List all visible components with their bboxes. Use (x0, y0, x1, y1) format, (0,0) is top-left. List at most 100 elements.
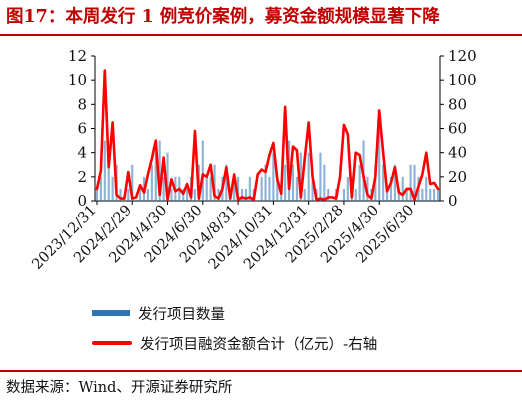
amount-point (257, 173, 259, 176)
bar (95, 188, 99, 201)
bar (284, 164, 287, 201)
bar (342, 188, 346, 201)
amount-point (304, 158, 306, 160)
amount-line (95, 69, 440, 202)
amount-point (409, 188, 412, 190)
bar (237, 176, 240, 201)
amount-point (155, 139, 157, 142)
amount-point (292, 146, 294, 148)
amount-point (261, 168, 263, 171)
bar (295, 176, 298, 201)
bar (323, 164, 326, 201)
legend-line-swatch (92, 341, 132, 345)
amount-point (327, 196, 329, 198)
amount-point (343, 124, 345, 126)
y-left-tick-label: 6 (77, 120, 87, 138)
amount-point (127, 171, 129, 173)
bar (433, 188, 436, 201)
bar (389, 176, 393, 201)
amount-point (147, 173, 149, 176)
amount-point (425, 152, 427, 154)
bar (217, 188, 220, 201)
amount-point (166, 199, 169, 201)
y-left-tick-label: 0 (77, 192, 87, 210)
amount-point (398, 191, 400, 194)
amount-point (229, 197, 231, 200)
bar (103, 140, 106, 201)
amount-point (237, 199, 239, 201)
amount-point (139, 184, 141, 186)
amount-point (311, 176, 314, 178)
amount-point (362, 176, 365, 178)
amount-point (96, 188, 98, 190)
amount-point (374, 176, 376, 178)
amount-point (288, 188, 290, 190)
amount-point (241, 196, 243, 198)
amount-point (174, 190, 176, 192)
amount-point (112, 121, 114, 124)
bar (272, 152, 275, 201)
amount-point (429, 183, 431, 185)
bar (393, 164, 396, 201)
amount-point (268, 154, 271, 156)
bar (201, 140, 204, 201)
line-layer (95, 69, 440, 202)
amount-point (433, 182, 435, 184)
amount-point (331, 196, 333, 198)
y-left-tick-label: 12 (68, 47, 87, 65)
amount-point (413, 199, 416, 201)
amount-point (323, 199, 325, 201)
amount-point (308, 121, 310, 124)
amount-point (210, 164, 212, 166)
bar (170, 188, 173, 201)
bar (378, 128, 381, 201)
y-right-tick-label: 100 (448, 71, 477, 89)
figure-title: 图17：本周发行 1 例竞价案例，募资金额规模显著下降 (6, 7, 440, 27)
amount-point (284, 106, 286, 108)
bar (127, 188, 130, 201)
amount-point (276, 178, 278, 180)
amount-point (437, 188, 439, 190)
amount-point (135, 196, 137, 198)
bar (111, 176, 114, 201)
bar (225, 164, 228, 201)
amount-point (100, 170, 102, 172)
bar (429, 188, 432, 201)
legend-item-count: 发行项目数量 (92, 302, 225, 324)
amount-point (421, 173, 423, 176)
amount-point (225, 166, 227, 168)
amount-point (315, 199, 318, 201)
legend-label-amount: 发行项目融资金额合计（亿元）-右轴 (140, 336, 378, 353)
y-right-tick-label: 20 (448, 168, 467, 186)
bar (401, 176, 404, 201)
y-right-tick-label: 80 (448, 95, 467, 113)
amount-point (213, 195, 216, 197)
amount-point (347, 133, 349, 136)
amount-point (182, 193, 184, 195)
amount-point (202, 173, 204, 176)
bar (268, 176, 271, 201)
source-note: 数据来源：Wind、开源证券研究所 (6, 380, 233, 396)
bar (150, 164, 153, 201)
amount-point (245, 197, 247, 200)
amount-point (221, 188, 224, 190)
amount-point (355, 152, 357, 154)
bar (303, 188, 306, 201)
bar (327, 188, 330, 201)
amount-point (382, 152, 384, 154)
combo-chart: 0246810120204060801001202023/12/312024/2… (29, 47, 477, 273)
amount-point (217, 197, 220, 200)
bar (139, 188, 142, 201)
amount-point (163, 156, 165, 159)
bar (291, 164, 295, 201)
bar (425, 176, 428, 201)
amount-point (108, 166, 110, 168)
amount-point (115, 194, 118, 196)
amount-point (190, 196, 192, 198)
bar (154, 152, 157, 201)
bar (346, 176, 349, 201)
amount-point (253, 199, 255, 201)
amount-point (386, 190, 388, 192)
bar (146, 188, 150, 201)
amount-point (319, 197, 322, 200)
